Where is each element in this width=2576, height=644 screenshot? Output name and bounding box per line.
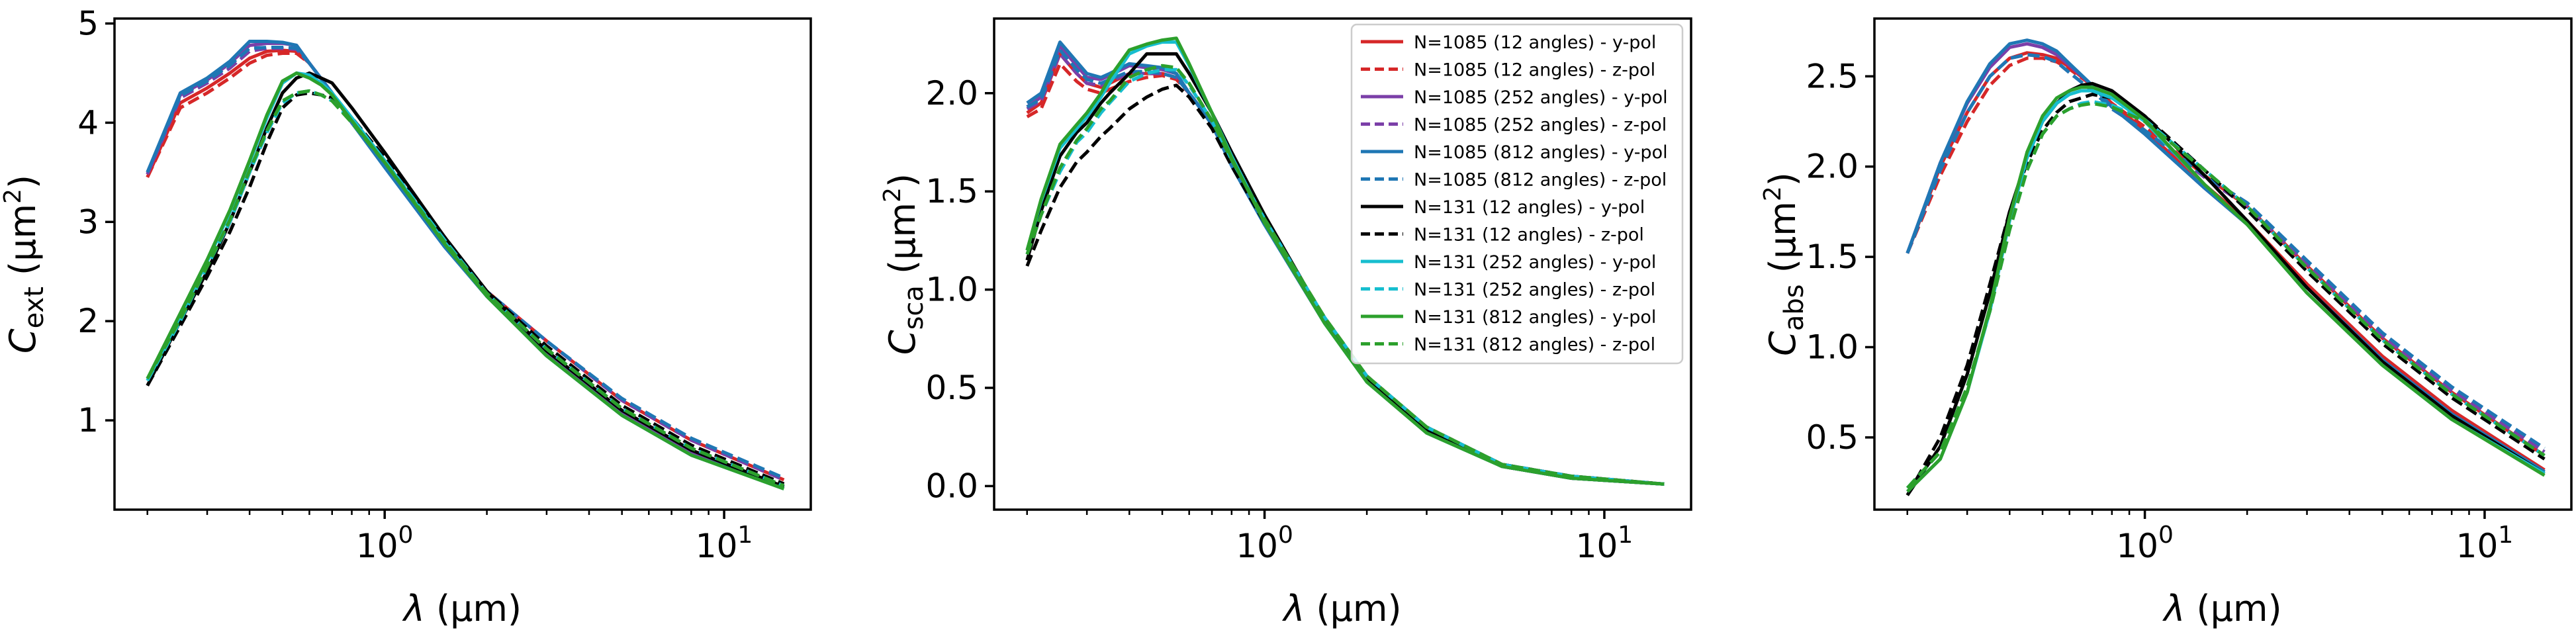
axes-frame (1873, 17, 2573, 511)
y-tick-label: 0.5 (925, 369, 978, 407)
legend-box (1350, 23, 1684, 365)
x-tick-label: 101 (2456, 522, 2514, 565)
series-line-9 (146, 71, 785, 490)
y-axis-label: Csca (μm2) (879, 173, 929, 355)
x-tick-label: 101 (1576, 522, 1633, 565)
y-tick-label: 1.5 (925, 172, 978, 210)
legend-label: N=1085 (252 angles) - z-pol (1414, 115, 1667, 136)
series-line-10 (1906, 100, 2546, 489)
x-tick-label: 100 (1236, 522, 1293, 565)
y-tick-label: 2.5 (1806, 57, 1859, 95)
y-tick-label: 5 (77, 4, 99, 42)
y-tick-label: 3 (77, 203, 99, 241)
series-line-11 (146, 71, 785, 490)
legend-label: N=1085 (812 angles) - z-pol (1414, 170, 1667, 191)
legend-label: N=131 (252 angles) - y-pol (1414, 252, 1656, 273)
series-line-12 (146, 89, 785, 488)
series-line-7 (1906, 81, 2546, 496)
y-tick-label: 0.0 (925, 467, 978, 505)
series-group (1906, 38, 2546, 496)
y-tick-label: 4 (77, 103, 99, 142)
x-tick-label: 100 (356, 522, 414, 565)
y-tick-label: 1.0 (925, 271, 978, 309)
series-line-11 (1025, 36, 1665, 486)
axes-frame (113, 17, 812, 511)
series-group (146, 40, 785, 490)
series-group (1025, 36, 1665, 486)
panel-absorption: 0.5 1.0 1.5 2.0 2.5 100 101 λ (μm) Cabs (μm2) (1759, 17, 2573, 629)
legend-label: N=131 (252 angles) - z-pol (1414, 280, 1655, 300)
series-line-12 (1906, 101, 2546, 489)
series-line-9 (1906, 89, 2546, 493)
x-axis-label: λ (μm) (1281, 588, 1401, 629)
panel-extinction: 1 2 3 4 5 100 101 λ (μm) Cext (μm2) (0, 4, 812, 629)
y-axis-label: Cext (μm2) (0, 175, 50, 353)
y-tick-label: 1.0 (1806, 328, 1859, 366)
series-line-10 (146, 89, 785, 488)
y-tick-label: 0.5 (1806, 418, 1859, 457)
y-tick-label: 1 (77, 401, 99, 439)
legend-label: N=1085 (12 angles) - z-pol (1414, 60, 1655, 81)
series-line-12 (1025, 64, 1665, 486)
legend-label: N=131 (12 angles) - z-pol (1414, 225, 1644, 246)
series-line-7 (146, 71, 785, 488)
series-line-7 (1025, 52, 1665, 486)
y-tick-label: 2.0 (925, 74, 978, 113)
y-tick-label: 2.0 (1806, 148, 1859, 186)
series-line-8 (146, 91, 785, 486)
legend-label: N=1085 (12 angles) - y-pol (1414, 32, 1656, 53)
legend-label: N=131 (812 angles) - z-pol (1414, 335, 1655, 355)
x-axis-label: λ (μm) (2162, 588, 2281, 629)
y-tick-label: 1.5 (1806, 238, 1859, 276)
x-axis-label: λ (μm) (402, 588, 522, 629)
legend: N=1085 (12 angles) - y-pol N=1085 (12 ang… (1350, 23, 1684, 365)
x-tick-label: 100 (2116, 522, 2174, 565)
panel-scattering: 0.0 0.5 1.0 1.5 2.0 100 101 λ (μm) Csca (μm2) (879, 17, 1692, 629)
series-line-6 (1906, 53, 2546, 450)
legend-label: N=1085 (812 angles) - y-pol (1414, 142, 1668, 163)
legend-label: N=131 (12 angles) - y-pol (1414, 197, 1645, 218)
series-line-8 (1906, 93, 2546, 496)
x-tick-label: 101 (696, 522, 753, 565)
axes-frame (993, 17, 1692, 511)
series-line-11 (1906, 85, 2546, 493)
y-tick-label: 2 (77, 302, 99, 340)
series-line-10 (1025, 68, 1665, 486)
legend-label: N=1085 (252 angles) - y-pol (1414, 87, 1668, 108)
y-axis-label: Cabs (μm2) (1759, 172, 1810, 356)
legend-label: N=131 (812 angles) - y-pol (1414, 307, 1656, 328)
